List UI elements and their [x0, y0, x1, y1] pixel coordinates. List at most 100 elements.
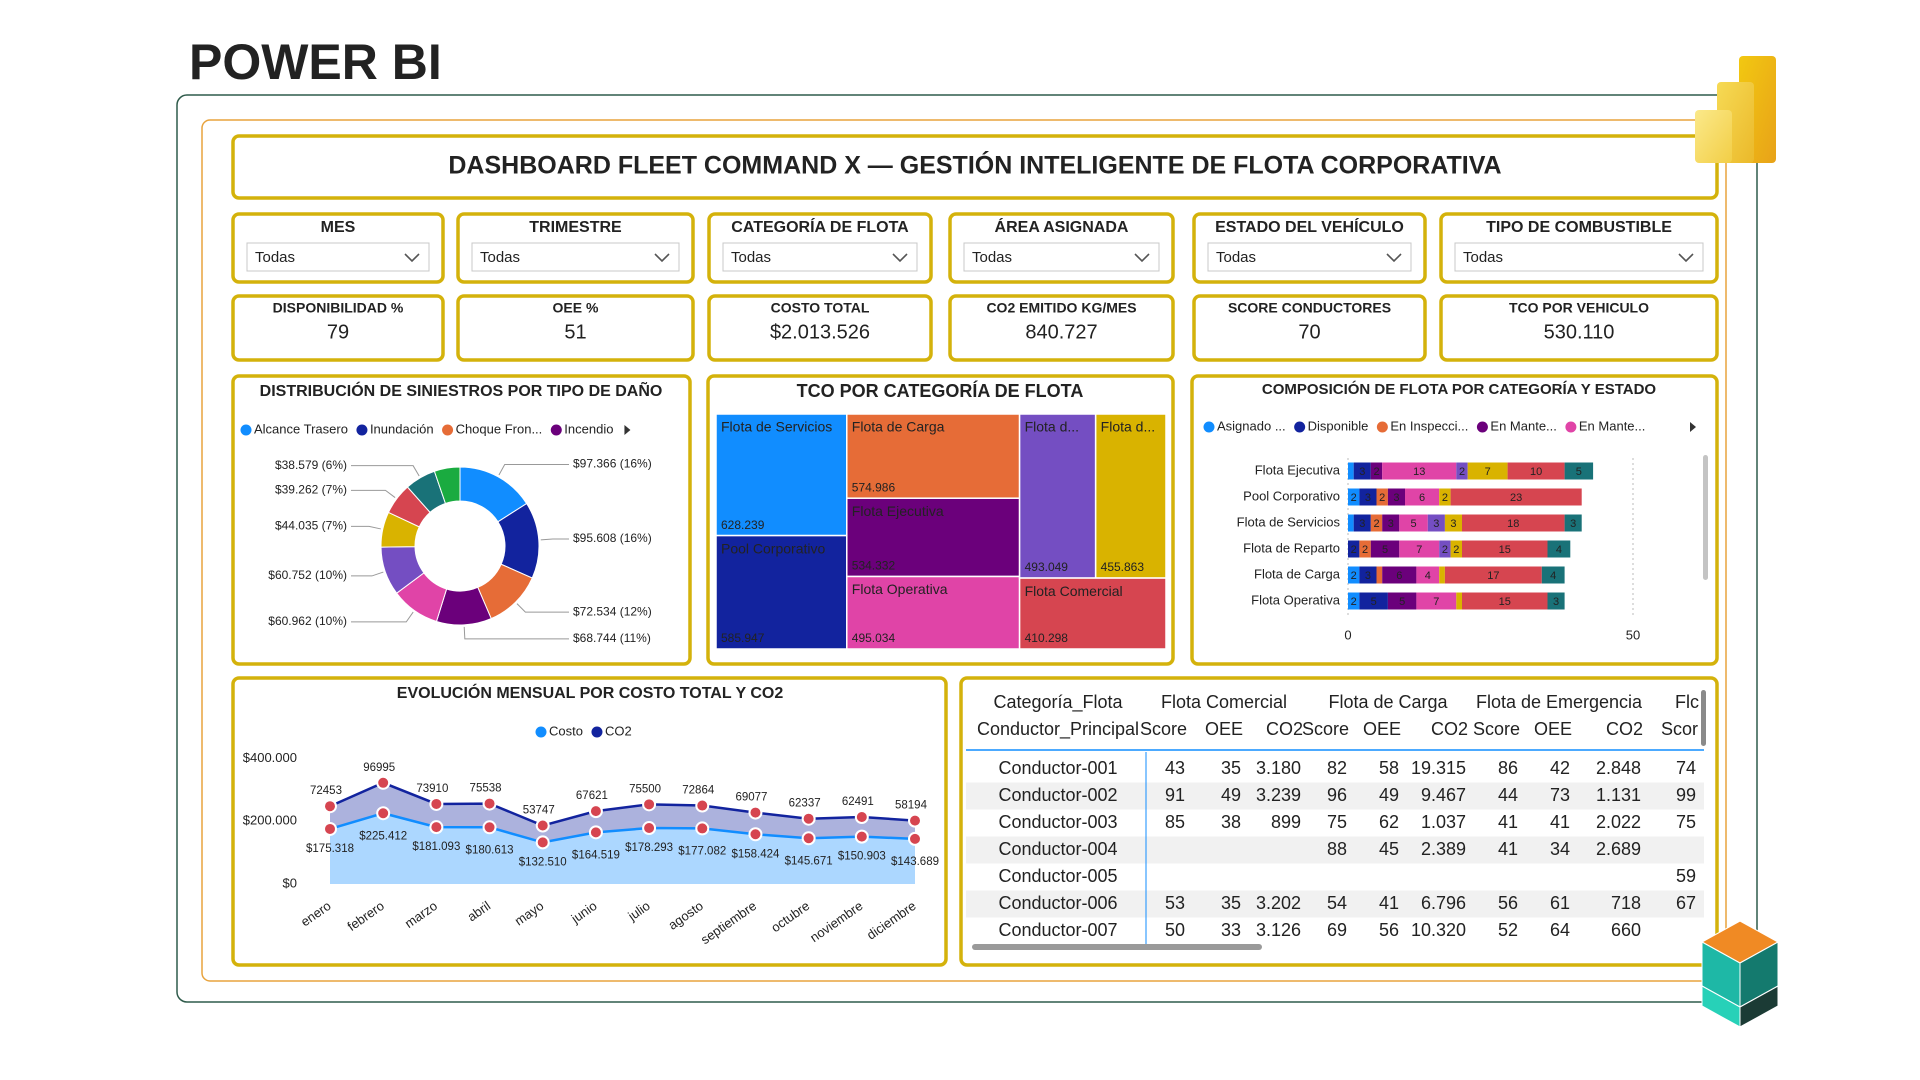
data-label: 73910: [416, 783, 448, 795]
data-label: 7: [1433, 596, 1439, 608]
kpi-label: DISPONIBILIDAD %: [273, 300, 404, 316]
legend-more[interactable]: [624, 425, 631, 435]
table-cell: 91: [1165, 785, 1185, 805]
table-cell: 54: [1327, 893, 1347, 913]
scrollbar[interactable]: [1701, 690, 1706, 746]
legend-dot: [1203, 421, 1215, 433]
data-label: 2: [1351, 570, 1357, 582]
bar-segment: [1405, 488, 1440, 506]
bar-segment: [1547, 592, 1565, 610]
slicer-dropdown[interactable]: Todas: [722, 242, 918, 272]
table-cell: 38: [1221, 812, 1241, 832]
data-label: 2: [1373, 518, 1379, 530]
data-label: 23: [1510, 492, 1522, 504]
data-label: 2: [1453, 544, 1459, 556]
treemap-label: Flota Operativa: [852, 581, 948, 597]
data-label: 15: [1499, 544, 1511, 556]
column-header: OEE: [1205, 719, 1243, 739]
legend-label: Asignado ...: [1217, 418, 1286, 433]
dropdown-value: Todas: [1463, 249, 1503, 266]
dropdown-chevron: [654, 253, 670, 263]
column-header: CO2: [1266, 719, 1303, 739]
data-label: $181.093: [412, 841, 460, 853]
scrollbar[interactable]: [972, 944, 1262, 950]
data-label: 3: [1388, 518, 1394, 530]
table-cell: 3.202: [1256, 893, 1301, 913]
bar-segment: [1376, 566, 1383, 584]
bar-segment: [1416, 566, 1440, 584]
treemap-label: Flota d...: [1025, 419, 1079, 435]
bar-segment: [1348, 592, 1360, 610]
row-stripe: [966, 890, 1704, 918]
y-tick-label: Flota de Servicios: [1237, 514, 1341, 529]
data-label: 67621: [576, 790, 608, 802]
leader-line: [351, 611, 414, 623]
data-label: 7: [1416, 544, 1422, 556]
legend-label: Alcance Trasero: [254, 421, 348, 436]
table-cell: 58: [1379, 758, 1399, 778]
slicer-dropdown[interactable]: Todas: [1454, 242, 1704, 272]
point-marker: [482, 796, 497, 811]
slicer-dropdown[interactable]: Todas: [963, 242, 1160, 272]
slicer-dropdown[interactable]: Todas: [1207, 242, 1412, 272]
table-cell: 34: [1550, 839, 1570, 859]
table-cell: 35: [1221, 758, 1241, 778]
table-cell: 42: [1550, 758, 1570, 778]
slicer-dropdown[interactable]: Todas: [471, 242, 680, 272]
data-label: 4: [1556, 544, 1562, 556]
y-tick-label: Flota de Carga: [1254, 566, 1341, 581]
data-label: $145.671: [785, 855, 833, 867]
column-header: OEE: [1534, 719, 1572, 739]
scrollbar: [1703, 455, 1708, 580]
legend-dot: [535, 726, 547, 738]
data-label: 3: [1553, 596, 1559, 608]
bar-segment: [1444, 514, 1462, 532]
data-label: 534.332: [852, 559, 896, 573]
data-label: $68.744 (11%): [573, 631, 651, 645]
data-label: 5: [1399, 596, 1405, 608]
area-line: [329, 811, 916, 844]
dropdown-box: [471, 242, 680, 272]
bar-segment: [1382, 566, 1417, 584]
data-label: 2: [1459, 466, 1465, 478]
bar-segment: [1462, 592, 1548, 610]
table-cell: 52: [1498, 920, 1518, 940]
row-label: Conductor-007: [998, 920, 1117, 940]
data-label: 13: [1413, 466, 1425, 478]
bar-segment: [1439, 488, 1451, 506]
leader-line: [351, 571, 384, 577]
treemap-cell: [846, 575, 1021, 650]
slicer-label: ESTADO DEL VEHÍCULO: [1215, 217, 1404, 236]
column-group-header: Flota de Emergencia: [1476, 692, 1643, 712]
treemap-label: Flota d...: [1101, 419, 1155, 435]
kpi-label: OEE %: [553, 300, 599, 316]
treemap-label: Flota Ejecutiva: [852, 503, 944, 519]
leader-line: [351, 465, 420, 477]
point-marker: [642, 821, 657, 836]
dropdown-box: [1207, 242, 1412, 272]
bar-segment: [1416, 592, 1457, 610]
bar-segment: [1541, 566, 1565, 584]
data-label: $175.318: [306, 843, 354, 855]
table-cell: 53: [1165, 893, 1185, 913]
slicer-dropdown[interactable]: Todas: [246, 242, 430, 272]
table-cell: 67: [1676, 893, 1696, 913]
row-stripe: [966, 836, 1704, 864]
table-cell: 2.848: [1596, 758, 1641, 778]
dropdown-box: [963, 242, 1160, 272]
data-label: 96995: [363, 762, 395, 774]
data-label: 2: [1442, 492, 1448, 504]
dropdown-chevron: [892, 253, 908, 263]
legend-more[interactable]: [1690, 422, 1696, 432]
data-label: $95.608 (16%): [573, 531, 652, 545]
table-cell: 85: [1165, 812, 1185, 832]
table-cell: 3.180: [1256, 758, 1301, 778]
data-label: 62337: [789, 798, 821, 810]
table-cell: 41: [1379, 893, 1399, 913]
row-label: Conductor-001: [998, 758, 1117, 778]
legend-dot: [442, 424, 454, 436]
data-label: 2: [1362, 544, 1368, 556]
data-label: 15: [1499, 596, 1511, 608]
table-cell: 75: [1676, 812, 1696, 832]
